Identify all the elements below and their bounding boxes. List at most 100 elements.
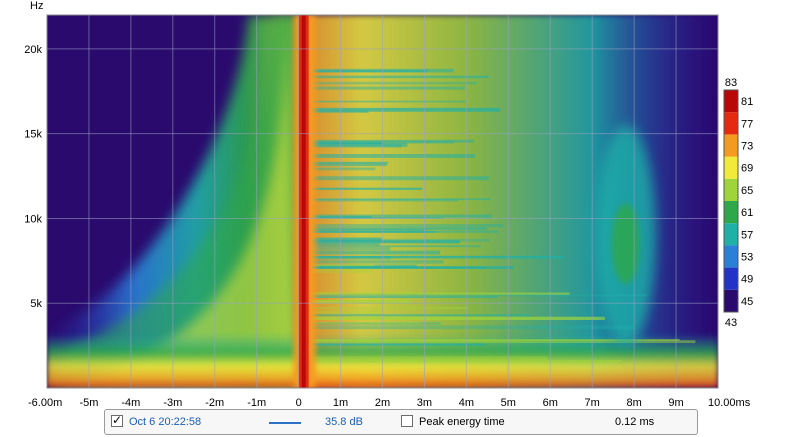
ripple-streak xyxy=(304,292,570,296)
colorbar-min-label: 43 xyxy=(725,317,737,329)
ripple-streak xyxy=(304,75,489,79)
x-tick-label: 5m xyxy=(501,397,516,409)
ripple-streak xyxy=(304,217,444,219)
colorbar-swatch xyxy=(724,90,738,113)
x-tick-label: 2m xyxy=(375,397,390,409)
ripple-streak xyxy=(304,107,501,112)
x-tick-label: 4m xyxy=(459,397,474,409)
peak-energy-time-label[interactable]: Peak energy time xyxy=(419,416,505,428)
pre-ringing-hot xyxy=(47,15,299,388)
colorbar-tick-label: 81 xyxy=(741,96,753,108)
ripple-streak xyxy=(304,310,382,315)
x-tick-label: -1m xyxy=(247,397,266,409)
x-tick-label: -6.00m xyxy=(28,397,62,409)
colorbar-tick-label: 53 xyxy=(741,252,753,264)
ripple-streak xyxy=(304,176,489,181)
x-tick-label: 1m xyxy=(333,397,348,409)
ripple-streak xyxy=(304,322,441,325)
colorbar-swatch xyxy=(724,112,738,135)
x-tick-label: 8m xyxy=(626,397,641,409)
colorbar-legend: 83 43 81 77 73 69 65 61 57 53 49 45 xyxy=(723,77,753,329)
ripple-streak xyxy=(304,230,499,233)
ripple-streak xyxy=(304,86,465,90)
ripple-streak xyxy=(304,237,382,242)
colorbar-swatch xyxy=(724,223,738,246)
ripple-streak xyxy=(304,238,490,242)
x-tick-label: -4m xyxy=(121,397,140,409)
ripple-streak xyxy=(304,227,487,231)
ripple-streak xyxy=(304,224,504,228)
ripple-streak xyxy=(304,214,492,218)
ripple-streak xyxy=(304,139,475,143)
ripple-streak xyxy=(304,343,486,346)
measurement-name[interactable]: Oct 6 20:22:58 xyxy=(129,416,202,428)
x-axis-ticks: -6.00m -5m -4m -3m -2m -1m 0 1m 2m 3m 4m 5m 6m 7m 8m 9m… xyxy=(28,397,751,409)
x-tick-label: 6m xyxy=(543,397,558,409)
ripple-streak xyxy=(304,338,680,342)
colorbar-swatch xyxy=(724,134,738,157)
x-tick-label: 0 xyxy=(296,397,302,409)
ripple-streak xyxy=(304,245,481,248)
colorbar-swatch xyxy=(724,289,738,312)
ripple-streak xyxy=(304,154,475,158)
x-tick-label: 7m xyxy=(585,397,600,409)
ripple-streak xyxy=(304,247,391,251)
measurement-checkbox[interactable] xyxy=(111,413,123,427)
plot-grid xyxy=(47,15,718,388)
trace-line-swatch xyxy=(269,422,301,424)
ripple-streak xyxy=(304,356,548,360)
ripple-streak xyxy=(304,143,408,147)
ripple-streak xyxy=(304,307,468,309)
x-tick-label: 3m xyxy=(417,397,432,409)
ripple-streak xyxy=(304,68,454,73)
x-tick-label: 9m xyxy=(668,397,683,409)
peak-energy-time-checkbox[interactable] xyxy=(401,415,413,427)
ripple-streak xyxy=(304,198,491,201)
colorbar-swatch xyxy=(724,156,738,179)
ripple-streak xyxy=(304,242,380,246)
colorbar-tick-label: 45 xyxy=(741,296,753,308)
x-tick-label: 10.00ms xyxy=(708,397,751,409)
colorbar-tick-label: 65 xyxy=(741,185,753,197)
colorbar-tick-label: 61 xyxy=(741,207,753,219)
x-tick-label: -2m xyxy=(205,397,224,409)
ripple-streak xyxy=(304,110,369,113)
ripple-streak xyxy=(304,100,466,103)
colorbar-swatch xyxy=(724,245,738,268)
y-axis-ticks: 5k 10k 15k 20k xyxy=(24,44,42,310)
colorbar-frame xyxy=(723,89,739,313)
ripple-streak xyxy=(304,266,487,269)
ripple-streak xyxy=(304,325,635,330)
ripple-streak xyxy=(304,255,564,259)
range-db-value: 35.8 dB xyxy=(325,416,363,428)
colorbar-tick-label: 73 xyxy=(741,141,753,153)
ripple-streak xyxy=(304,250,441,255)
ripple-streak xyxy=(304,322,421,324)
ripple-streak xyxy=(304,300,411,304)
ripple-streak xyxy=(304,316,606,320)
ripple-streak xyxy=(304,187,423,190)
ripple-streak xyxy=(304,340,696,344)
x-tick-label: -3m xyxy=(163,397,182,409)
reflection-core xyxy=(611,203,640,284)
colorbar-swatch xyxy=(724,201,738,224)
ripple-streak xyxy=(304,260,444,264)
ripple-streak xyxy=(304,161,389,164)
colorbar-tick-label: 69 xyxy=(741,163,753,175)
peak-energy-time-value: 0.12 ms xyxy=(615,416,655,428)
ripple-streak xyxy=(304,264,374,267)
y-axis-unit: Hz xyxy=(30,0,43,12)
y-tick-label: 15k xyxy=(24,129,42,141)
ripple-streak xyxy=(304,296,498,298)
ripple-streak xyxy=(304,81,477,85)
colorbar-tick-label: 49 xyxy=(741,274,753,286)
ripple-streak xyxy=(304,163,387,167)
colorbar-tick-label: 57 xyxy=(741,229,753,241)
ripple-streak xyxy=(304,314,530,317)
plot-frame xyxy=(46,14,719,389)
colorbar-tick-label: 77 xyxy=(741,118,753,130)
colorbar-max-label: 83 xyxy=(725,77,737,89)
ripple-streak xyxy=(304,167,376,171)
status-bar: Oct 6 20:22:58 35.8 dB Peak energy time … xyxy=(104,409,698,435)
